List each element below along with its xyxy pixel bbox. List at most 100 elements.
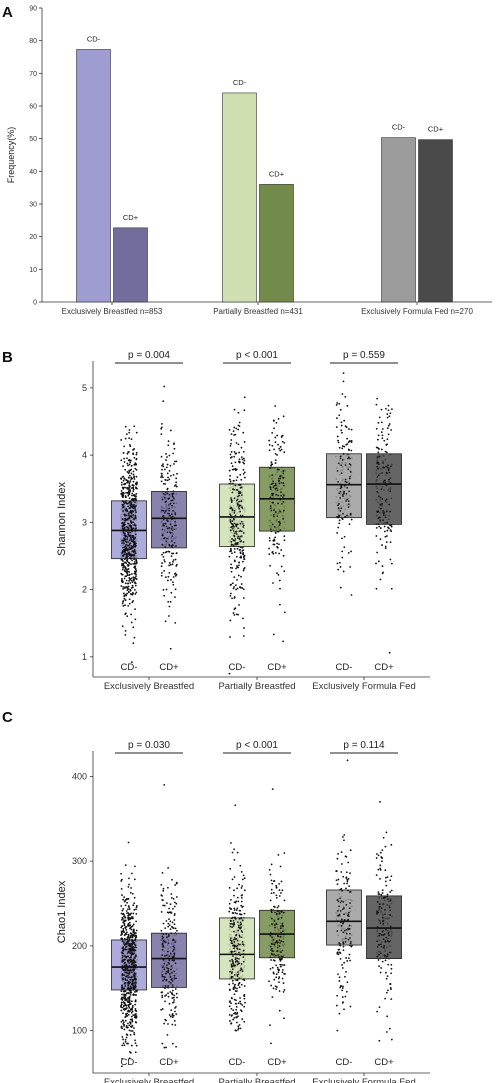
data-point — [161, 1042, 164, 1045]
data-point — [233, 597, 236, 599]
data-point — [270, 942, 273, 945]
data-point — [130, 537, 132, 539]
data-point — [240, 494, 243, 496]
data-point — [280, 448, 283, 451]
data-point — [132, 504, 135, 506]
data-point — [128, 992, 130, 995]
data-point — [278, 520, 281, 523]
data-point — [385, 977, 388, 980]
data-point — [162, 476, 164, 479]
data-point — [348, 907, 351, 910]
data-point — [124, 999, 127, 1002]
data-point — [122, 566, 124, 569]
data-point — [160, 929, 163, 932]
data-point — [233, 950, 236, 953]
data-point — [123, 1005, 125, 1008]
data-point — [175, 573, 178, 576]
data-point — [233, 559, 236, 562]
data-point — [236, 912, 238, 915]
data-point — [126, 938, 129, 940]
data-point — [231, 960, 234, 962]
data-point — [166, 531, 169, 534]
data-point — [282, 940, 285, 943]
data-point — [172, 1014, 175, 1017]
data-point — [345, 928, 348, 931]
data-point — [385, 483, 388, 486]
data-point — [126, 592, 128, 595]
data-point — [133, 517, 135, 520]
data-point — [276, 986, 278, 989]
data-point — [277, 910, 280, 912]
data-point — [340, 921, 342, 924]
data-point — [233, 936, 236, 939]
data-point — [122, 898, 125, 901]
data-point — [122, 562, 125, 565]
data-point — [129, 1003, 131, 1006]
data-point — [121, 522, 123, 525]
data-point — [277, 417, 280, 420]
data-point — [163, 1046, 166, 1049]
data-point — [243, 471, 246, 474]
data-point — [131, 1007, 133, 1010]
data-point — [122, 949, 124, 952]
data-point — [389, 482, 392, 484]
data-point — [347, 551, 350, 554]
data-point — [350, 594, 353, 596]
data-point — [242, 569, 245, 572]
data-point — [163, 496, 166, 499]
data-point — [134, 865, 136, 868]
data-point — [278, 468, 280, 471]
data-point — [390, 429, 393, 431]
data-point — [168, 526, 171, 529]
data-point — [129, 519, 132, 522]
data-point — [389, 879, 392, 882]
data-point — [131, 559, 133, 562]
data-point — [278, 479, 280, 482]
y-tick-label: 3 — [82, 517, 87, 527]
y-tick-label: 400 — [72, 771, 87, 781]
data-point — [348, 891, 351, 893]
data-point — [379, 538, 382, 540]
data-point — [278, 552, 281, 555]
data-point — [163, 569, 166, 572]
data-point — [132, 545, 135, 548]
data-point — [124, 948, 126, 950]
data-point — [169, 903, 172, 906]
data-point — [162, 400, 165, 403]
data-point — [383, 525, 386, 528]
data-point — [162, 966, 164, 969]
data-point — [234, 461, 237, 464]
data-point — [169, 976, 172, 978]
data-point — [162, 889, 165, 892]
data-point — [125, 963, 128, 966]
data-point — [125, 1025, 128, 1027]
data-point — [390, 843, 393, 846]
data-point — [133, 463, 136, 466]
data-point — [170, 897, 173, 899]
data-point — [132, 939, 135, 942]
data-point — [171, 535, 174, 537]
data-point — [125, 968, 128, 970]
data-point — [128, 976, 131, 979]
data-point — [169, 991, 172, 993]
data-point — [277, 905, 280, 907]
data-point — [124, 495, 127, 497]
data-point — [229, 1020, 231, 1022]
data-point — [340, 851, 343, 854]
data-point — [241, 549, 244, 552]
subgroup-label: CD+ — [159, 1057, 179, 1068]
data-point — [341, 459, 344, 461]
data-point — [170, 579, 172, 581]
data-point — [238, 924, 240, 927]
data-point — [168, 544, 171, 547]
data-point — [344, 480, 347, 483]
data-point — [229, 898, 232, 901]
data-point — [277, 854, 280, 856]
data-point — [124, 985, 127, 987]
data-point — [240, 896, 243, 899]
data-point — [130, 544, 133, 547]
data-point — [269, 873, 272, 876]
data-point — [348, 928, 350, 931]
data-point — [386, 413, 389, 415]
